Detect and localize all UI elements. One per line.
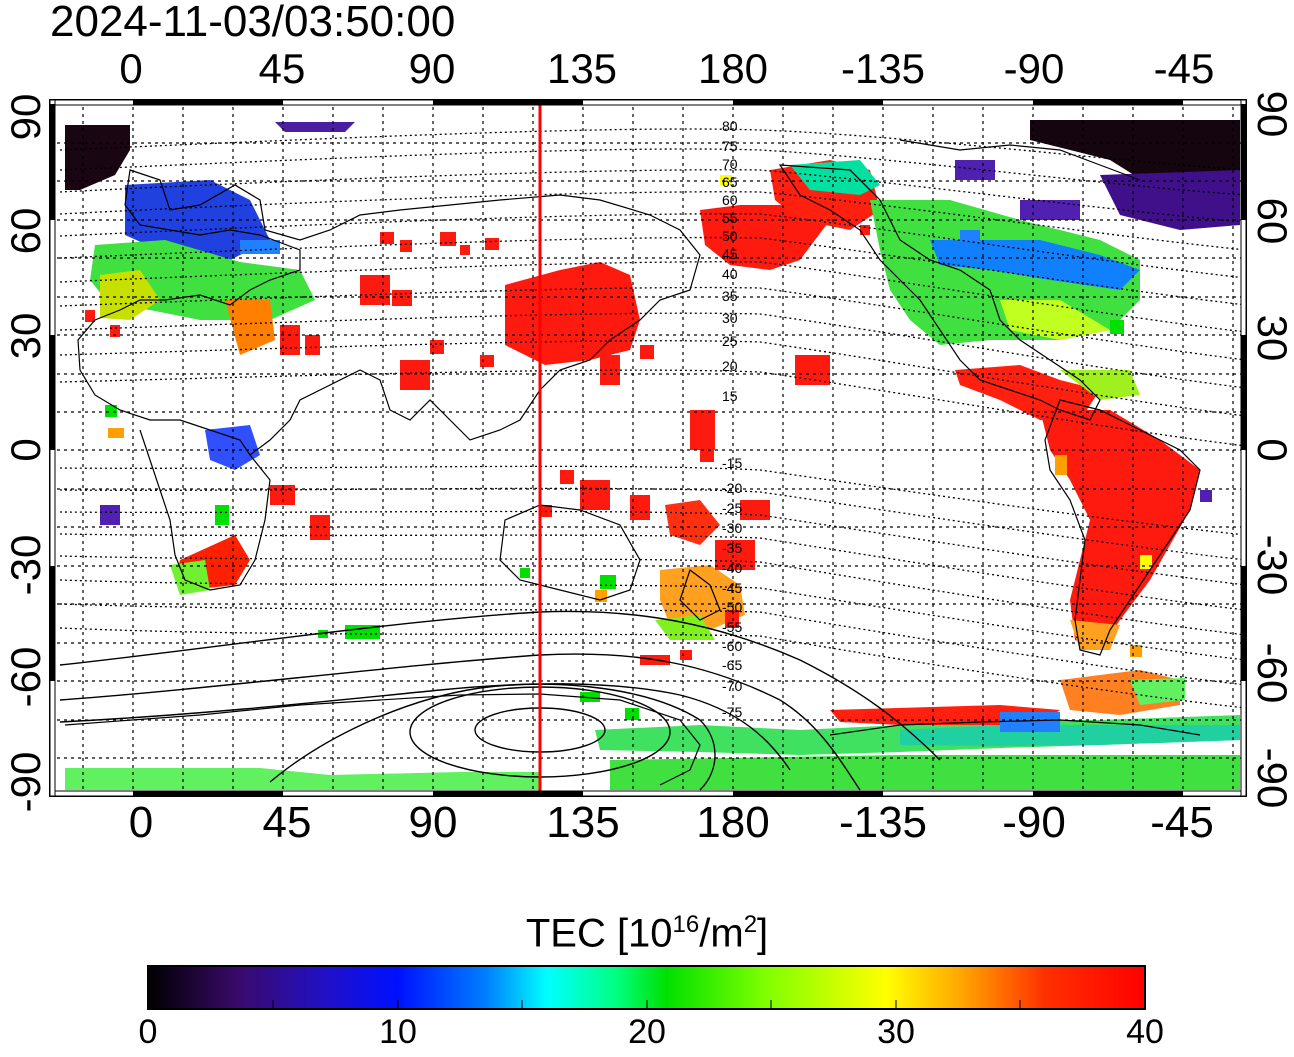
lon-tick-label: -135	[840, 45, 926, 92]
contour-label: 45	[722, 246, 738, 262]
contour-label: 35	[722, 288, 738, 304]
lon-tick-label: 90	[408, 45, 456, 92]
contour-label: 20	[722, 358, 738, 374]
contour-label: 30	[722, 310, 738, 326]
contour-label: 65	[722, 174, 738, 190]
lon-tick-label: 180	[696, 798, 770, 847]
lon-tick-label: -90	[1002, 798, 1066, 847]
contour-label: 50	[722, 228, 738, 244]
lon-tick-label: -45	[1153, 45, 1215, 92]
colorbar-tick-label: 40	[1126, 1013, 1164, 1051]
lon-tick-label: 135	[546, 45, 618, 92]
contour-label: 15	[722, 388, 738, 404]
contour-label: -40	[722, 560, 742, 576]
contour-label: -20	[722, 480, 742, 496]
colorbar-tick-label: 20	[628, 1013, 666, 1051]
colorbar-title: TEC [1016/m2]	[525, 911, 769, 956]
contour-label: 60	[722, 192, 738, 208]
contour-label: -45	[722, 580, 742, 596]
lon-tick-label: -135	[838, 798, 928, 847]
magnetic-latitude-contours	[59, 128, 1246, 709]
contour-label: 55	[722, 210, 738, 226]
colorbar-tick-label: 10	[379, 1013, 417, 1051]
lon-tick-label: -90	[1003, 45, 1065, 92]
contour-label: -55	[722, 619, 742, 635]
magnetic-contour-labels: 80 75 70 65 60 55 50 45 40 35 30 25 20 1…	[722, 118, 742, 720]
frame-axis-bars	[49, 99, 1247, 797]
contour-label: -75	[722, 704, 742, 720]
contour-label: -25	[722, 500, 742, 516]
coastlines	[64, 139, 1201, 786]
contour-label: 80	[722, 118, 738, 134]
lon-tick-label: 45	[258, 45, 306, 92]
contour-label: -50	[722, 599, 742, 615]
contour-label: -35	[722, 540, 742, 556]
map-timestamp: 2024-11-03/03:50:00	[50, 0, 456, 46]
lon-tick-label: 90	[408, 798, 458, 847]
contour-label: -15	[722, 455, 742, 471]
aurora-oval-contours	[59, 610, 941, 791]
lon-tick-label: 45	[262, 798, 312, 847]
contour-label: -30	[722, 520, 742, 536]
lon-tick-label: 180	[697, 45, 769, 92]
contour-label: -65	[722, 657, 742, 673]
colorbar-ticks	[272, 1000, 1021, 1009]
colorbar-tick-label: 30	[877, 1013, 915, 1051]
colorbar-tick-label: 0	[138, 1013, 158, 1051]
contour-label: 70	[722, 156, 738, 172]
contour-label: 75	[722, 138, 738, 154]
lon-tick-label: -45	[1150, 798, 1214, 847]
lon-tick-label: 0	[128, 798, 154, 847]
lon-tick-label: 0	[119, 45, 143, 92]
contour-label: 25	[722, 333, 738, 349]
contour-label: -70	[722, 678, 742, 694]
contour-label: 40	[722, 266, 738, 282]
lon-tick-label: 135	[546, 798, 620, 847]
contour-label: -60	[722, 638, 742, 654]
